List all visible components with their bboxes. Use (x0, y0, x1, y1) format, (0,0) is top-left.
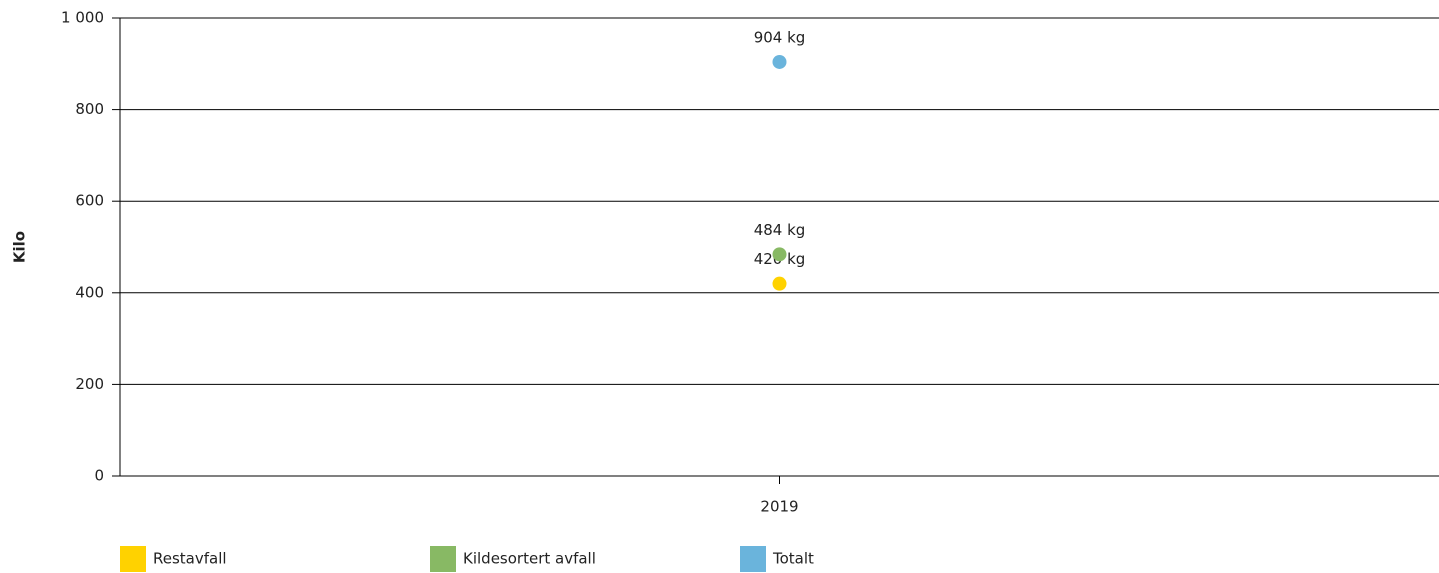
value-label: 484 kg (754, 221, 806, 239)
legend-swatch (430, 546, 456, 572)
y-tick-label: 800 (75, 100, 104, 118)
y-tick-label: 600 (75, 192, 104, 210)
value-label: 904 kg (754, 28, 806, 46)
legend-label: Kildesortert avfall (463, 550, 596, 568)
y-tick-label: 200 (75, 375, 104, 393)
x-tick-label: 2019 (760, 498, 798, 516)
legend-swatch (740, 546, 766, 572)
legend-swatch (120, 546, 146, 572)
point (772, 54, 787, 69)
y-tick-label: 1 000 (61, 9, 104, 27)
y-axis-label: Kilo (11, 231, 29, 263)
y-tick-label: 400 (75, 283, 104, 301)
legend-label: Restavfall (153, 550, 227, 568)
y-tick-label: 0 (94, 467, 104, 485)
legend-label: Totalt (772, 550, 814, 568)
point (772, 276, 787, 291)
point (772, 247, 787, 262)
